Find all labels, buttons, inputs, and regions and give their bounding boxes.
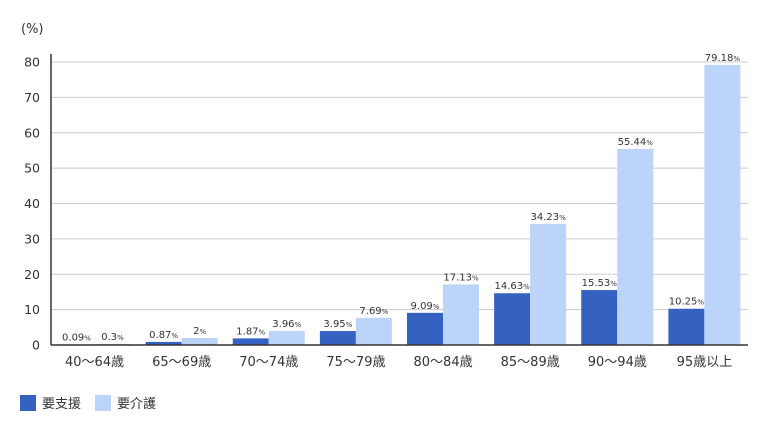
bar — [581, 290, 618, 345]
bar — [617, 148, 654, 345]
bar — [530, 223, 567, 345]
data-label: 17.13% — [443, 272, 479, 283]
data-label: 14.63% — [494, 281, 530, 292]
data-label-unit: % — [259, 328, 266, 336]
data-label-unit: % — [610, 280, 617, 288]
legend-item-care: 要介護 — [95, 393, 156, 412]
legend-swatch-support — [20, 394, 36, 411]
x-tick-label: 70～74歳 — [239, 355, 298, 370]
y-tick-label: 40 — [24, 196, 40, 211]
x-tick-label: 90～94歳 — [588, 355, 647, 370]
bar — [232, 338, 269, 345]
y-tick-label: 60 — [24, 125, 40, 140]
data-label: 10.25% — [669, 297, 705, 308]
data-label: 7.69% — [359, 306, 388, 317]
data-label-unit: % — [199, 328, 206, 336]
legend-label-care: 要介護 — [117, 397, 157, 412]
data-label: 55.44% — [618, 137, 654, 148]
bar — [181, 337, 218, 345]
data-label: 2% — [193, 326, 206, 337]
y-tick-label: 50 — [24, 161, 40, 176]
legend: 要支援 要介護 — [20, 393, 170, 412]
data-label-unit: % — [733, 55, 740, 63]
bar — [704, 64, 741, 345]
data-label-unit: % — [295, 321, 302, 329]
legend-label-support: 要支援 — [42, 397, 82, 412]
data-label-unit: % — [472, 274, 479, 282]
y-tick-label: 80 — [24, 55, 40, 70]
bar — [268, 330, 305, 345]
data-label: 1.87% — [236, 326, 265, 337]
x-tick-label: 85～89歳 — [501, 355, 560, 370]
legend-item-support: 要支援 — [20, 393, 81, 412]
x-tick-label: 65～69歳 — [152, 355, 211, 370]
bar — [355, 317, 392, 345]
bar — [668, 308, 705, 345]
x-tick-label: 95歳以上 — [677, 355, 733, 370]
y-tick-label: 10 — [24, 302, 40, 317]
data-label-unit: % — [523, 283, 530, 291]
data-label-unit: % — [382, 308, 389, 316]
y-tick-label: 30 — [24, 231, 40, 246]
x-tick-label: 40～64歳 — [65, 355, 124, 370]
data-label: 3.95% — [323, 319, 352, 330]
bar — [145, 341, 182, 345]
data-label: 9.09% — [411, 301, 440, 312]
axes: (%) 0 10 20 30 40 50 60 70 80 40～64歳 65～69歳 70～74歳 75… — [21, 22, 748, 370]
data-label-unit: % — [697, 299, 704, 307]
data-label: 79.18% — [705, 53, 741, 64]
data-label: 0.87% — [149, 330, 178, 341]
data-label-unit: % — [117, 334, 124, 342]
y-tick-label: 0 — [32, 338, 40, 353]
data-label-unit: % — [559, 214, 566, 222]
data-label-unit: % — [171, 332, 178, 340]
y-tick-label: 20 — [24, 267, 40, 282]
bar — [494, 293, 531, 345]
bar — [319, 331, 356, 345]
x-tick-label: 80～84歳 — [414, 355, 473, 370]
data-label-unit: % — [433, 303, 440, 311]
y-unit-label: (%) — [21, 22, 44, 37]
data-labels: 0.09% 0.3% 0.87% 2% 1.87% 3.96% 3.95% 7.69% 9.09… — [62, 53, 740, 343]
bars — [58, 64, 741, 345]
gridlines — [51, 61, 748, 311]
data-label-unit: % — [646, 139, 653, 147]
legend-swatch-care — [95, 394, 112, 411]
data-label-unit: % — [346, 321, 353, 329]
x-tick-label: 75～79歳 — [326, 355, 385, 370]
data-label: 34.23% — [530, 212, 566, 223]
data-label: 0.3% — [101, 332, 124, 343]
bar — [407, 312, 443, 345]
data-label: 15.53% — [582, 278, 618, 289]
data-label-unit: % — [84, 334, 91, 342]
bar — [443, 284, 479, 345]
data-label: 3.96% — [272, 319, 301, 330]
y-tick-label: 70 — [24, 90, 40, 105]
data-label: 0.09% — [62, 332, 91, 343]
